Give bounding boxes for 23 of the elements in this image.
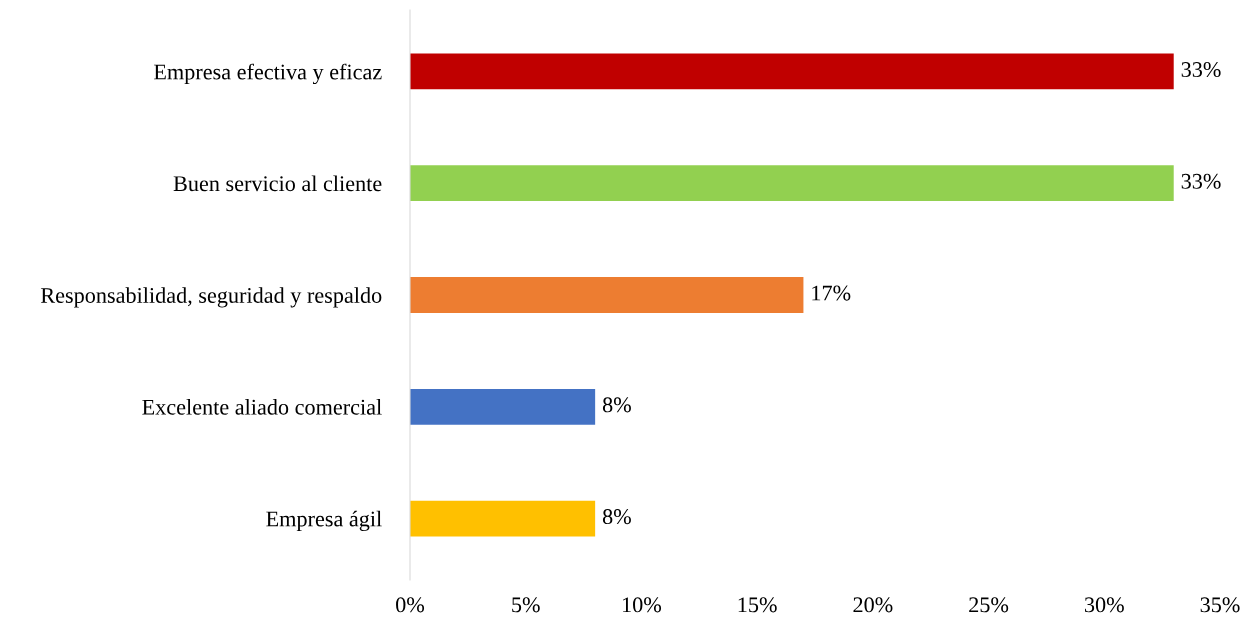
y-tick-label: Empresa efectiva y eficaz [153,63,382,85]
bar [410,165,1174,202]
x-tick-label: 10% [623,597,662,613]
x-tick-label: 20% [853,597,893,613]
bar [410,388,596,425]
data-label: 33% [1181,62,1221,78]
y-tick-label: Empresa ágil [266,510,382,532]
x-tick-label: 30% [1084,597,1124,613]
bar [410,500,596,537]
bar [410,277,804,313]
x-tick-label: 15% [738,597,777,613]
x-tick-label: 25% [969,597,1009,613]
y-tick-label: Buen servicio al cliente [173,175,382,192]
y-tick-label: Excelente aliado comercial [142,399,382,415]
x-tick-label: 0% [396,597,425,613]
x-tick-label: 35% [1200,597,1240,613]
data-label: 17% [812,285,851,301]
data-label: 8% [602,509,631,525]
bar [410,53,1174,90]
x-tick-label: 5% [512,597,540,613]
y-tick-label: Responsabilidad, seguridad y respaldo [40,287,382,308]
data-label: 8% [602,397,631,413]
data-label: 33% [1181,173,1221,189]
